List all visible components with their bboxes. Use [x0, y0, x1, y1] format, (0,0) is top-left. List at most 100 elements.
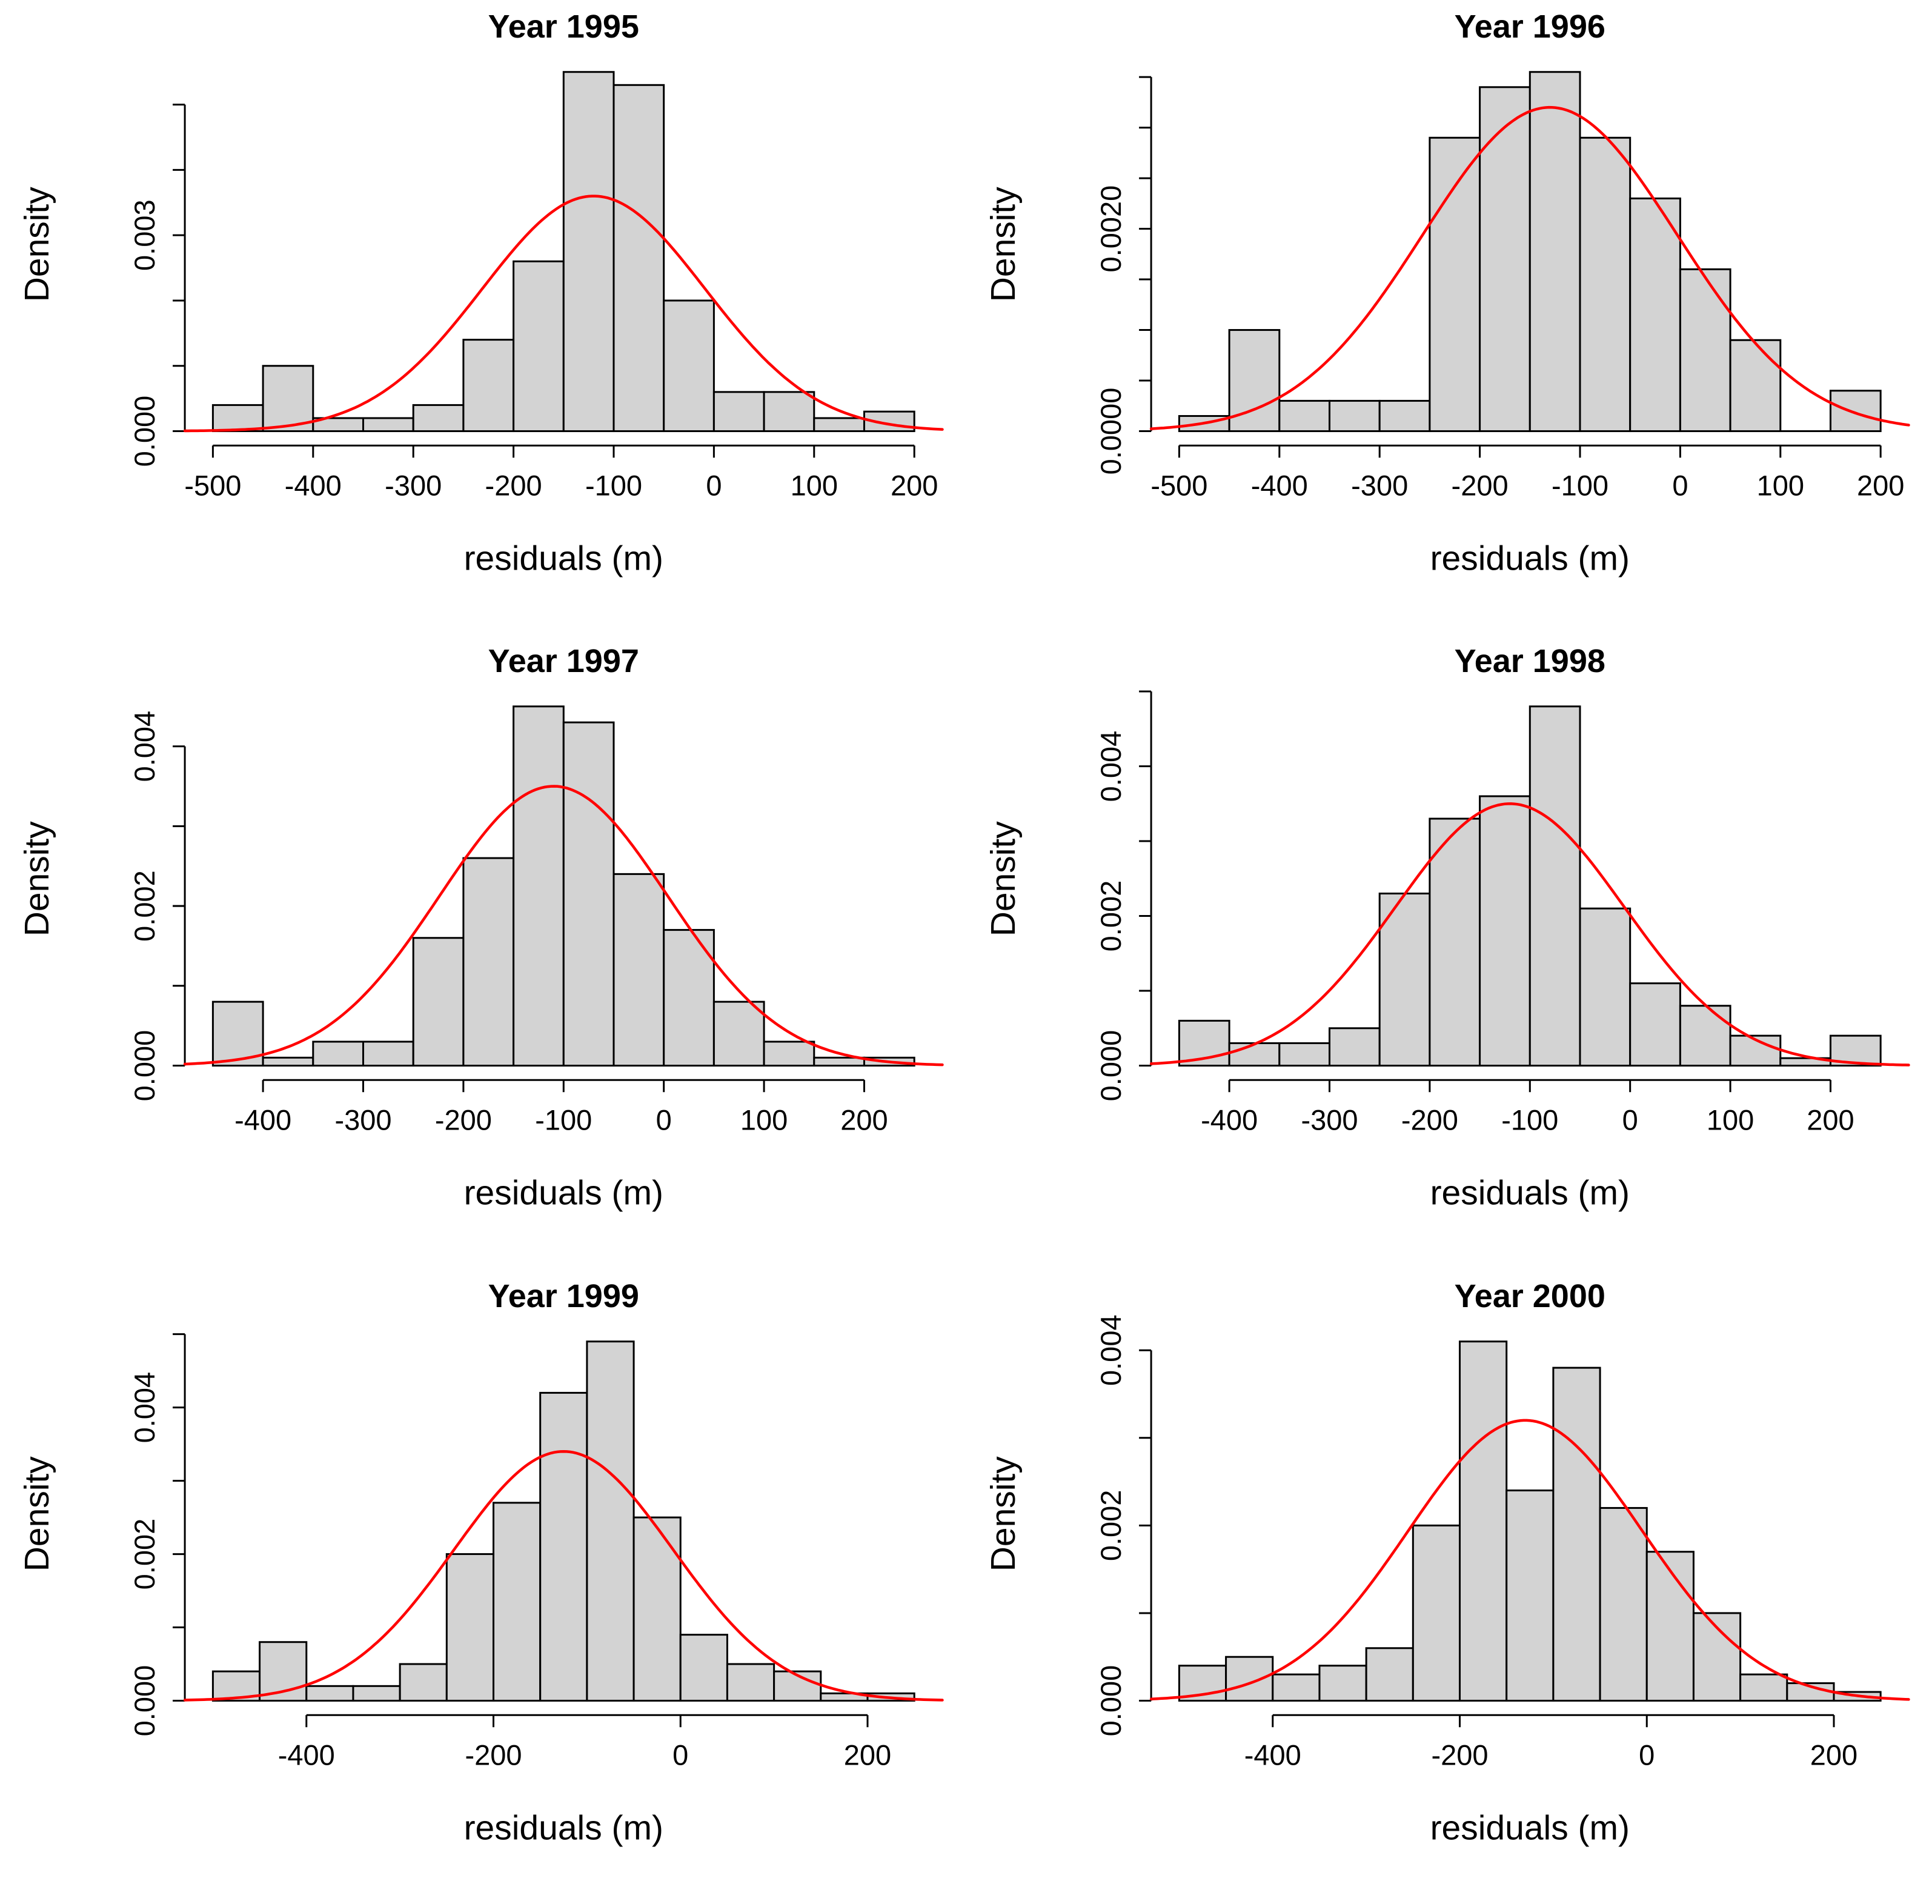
x-tick-label: 100 — [791, 469, 838, 501]
histogram-bar — [1740, 1674, 1787, 1700]
x-tick-label: -400 — [278, 1739, 335, 1771]
y-tick-label: 0.004 — [1095, 1314, 1127, 1386]
histogram-bar — [1579, 909, 1630, 1066]
y-tick-label: 0.000 — [128, 1030, 161, 1102]
histogram-bar — [363, 1042, 414, 1066]
panel-title: Year 1995 — [488, 8, 639, 45]
x-tick-label: -400 — [1244, 1739, 1301, 1771]
x-axis-label: residuals (m) — [1430, 539, 1629, 578]
y-tick-label: 0.000 — [1095, 1665, 1127, 1736]
histogram-bar — [614, 874, 664, 1066]
x-axis-label: residuals (m) — [464, 539, 663, 578]
histogram-bar — [494, 1503, 540, 1701]
x-tick-label: -400 — [285, 469, 342, 501]
x-tick-label: -200 — [435, 1104, 492, 1136]
y-tick-label: 0.000 — [128, 1665, 161, 1736]
x-tick-label: -500 — [1150, 469, 1207, 501]
histogram-bar — [463, 340, 514, 431]
x-tick-label: -400 — [1201, 1104, 1258, 1136]
histogram-bar — [514, 707, 564, 1066]
histogram-bar — [614, 85, 664, 431]
x-tick-label: 200 — [844, 1739, 891, 1771]
panel-title: Year 1997 — [488, 643, 639, 679]
x-tick-label: -400 — [1250, 469, 1307, 501]
y-tick-label: 0.0020 — [1095, 185, 1127, 273]
histogram-bar — [353, 1686, 400, 1700]
histogram-bar — [1680, 1006, 1730, 1066]
histogram-bar — [1319, 1665, 1366, 1700]
histogram-bar — [1279, 1044, 1329, 1066]
histogram-bar — [1680, 269, 1730, 431]
histogram-bar — [1279, 401, 1329, 431]
panel-title: Year 1996 — [1454, 8, 1605, 45]
x-tick-label: -500 — [184, 469, 241, 501]
histogram-bar — [1600, 1508, 1647, 1700]
y-axis-label: Density — [18, 187, 56, 302]
histogram-bar — [814, 418, 865, 431]
histogram-bar — [1379, 401, 1430, 431]
histogram-bar — [587, 1341, 634, 1700]
y-axis-label: Density — [18, 1456, 56, 1571]
x-tick-label: -300 — [1301, 1104, 1358, 1136]
histogram-bar — [714, 1002, 764, 1065]
x-axis-label: residuals (m) — [464, 1174, 663, 1213]
histogram-bar — [413, 405, 463, 431]
x-tick-label: -100 — [535, 1104, 592, 1136]
histogram-bar — [664, 301, 714, 431]
y-tick-label: 0.004 — [128, 1371, 161, 1443]
x-tick-label: -100 — [1551, 469, 1608, 501]
x-tick-label: -100 — [1501, 1104, 1558, 1136]
y-tick-label: 0.000 — [1095, 1030, 1127, 1102]
x-tick-label: 200 — [840, 1104, 888, 1136]
x-tick-label: 0 — [656, 1104, 672, 1136]
y-tick-label: 0.002 — [1095, 880, 1127, 952]
y-tick-label: 0.002 — [1095, 1490, 1127, 1561]
y-tick-label: 0.004 — [128, 711, 161, 782]
x-tick-label: 100 — [1756, 469, 1804, 501]
histogram-bar — [1459, 1341, 1506, 1700]
panel-title: Year 1999 — [488, 1278, 639, 1314]
x-tick-label: -100 — [585, 469, 642, 501]
x-tick-label: -200 — [465, 1739, 522, 1771]
x-tick-label: -300 — [1351, 469, 1408, 501]
y-axis-label: Density — [984, 1456, 1023, 1571]
x-axis-label: residuals (m) — [464, 1808, 663, 1847]
x-tick-label: 200 — [1856, 469, 1904, 501]
x-axis-label: residuals (m) — [1430, 1808, 1629, 1847]
histogram-bar — [413, 938, 463, 1066]
y-tick-label: 0.002 — [128, 1518, 161, 1589]
histogram-bar — [1730, 340, 1781, 431]
histogram-bar — [263, 366, 313, 431]
y-tick-label: 0.003 — [128, 199, 161, 271]
histogram-bar — [263, 1058, 313, 1066]
histogram-bar — [1506, 1490, 1553, 1700]
histogram-bar — [540, 1393, 587, 1700]
histogram-bar — [1647, 1551, 1693, 1700]
histogram-bar — [463, 858, 514, 1065]
histogram-bar — [1329, 401, 1379, 431]
histogram-bar — [400, 1664, 446, 1700]
histogram-bar — [1630, 984, 1680, 1066]
histogram-bar — [1579, 138, 1630, 431]
histogram-bar — [634, 1517, 680, 1700]
x-tick-label: -200 — [1451, 469, 1508, 501]
histogram-bar — [313, 1042, 363, 1066]
histogram-bar — [514, 261, 564, 431]
histogram-bar — [680, 1634, 727, 1700]
histogram-bar — [1226, 1657, 1272, 1700]
histogram-bar — [307, 1686, 353, 1700]
x-tick-label: -200 — [485, 469, 542, 501]
x-tick-label: -200 — [1401, 1104, 1458, 1136]
x-tick-label: -300 — [385, 469, 442, 501]
histogram-bar — [446, 1554, 493, 1700]
histogram-bar — [1630, 198, 1680, 431]
